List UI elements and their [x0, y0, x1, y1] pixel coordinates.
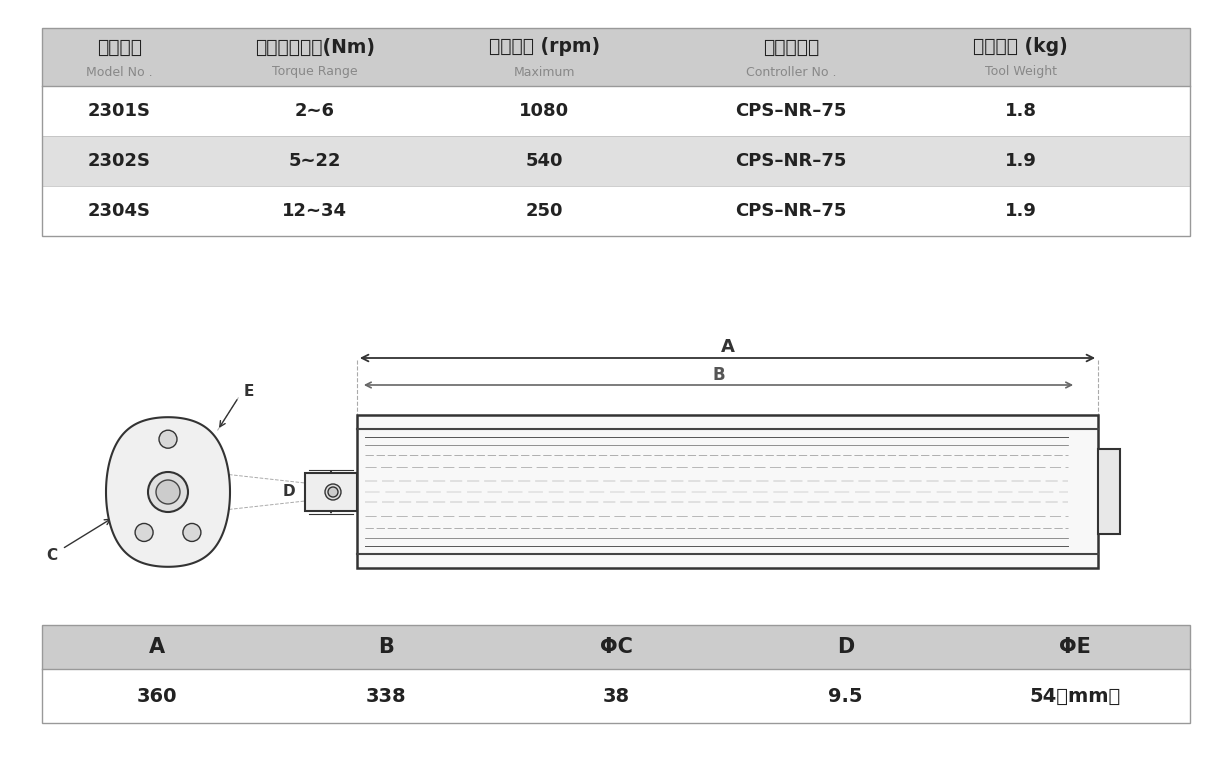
Bar [42, 186, 1190, 236]
Text: Tool Weight: Tool Weight [985, 66, 1056, 79]
Text: Maximum: Maximum [513, 66, 575, 79]
Text: 1.8: 1.8 [1004, 102, 1037, 120]
Text: 9.5: 9.5 [828, 686, 863, 705]
Text: 360: 360 [137, 686, 177, 705]
Bar [42, 625, 1190, 669]
Text: CPS–NR–75: CPS–NR–75 [735, 152, 847, 170]
Bar [357, 415, 1098, 568]
Text: 5~22: 5~22 [288, 152, 341, 170]
Circle shape [148, 472, 188, 512]
Text: 工具重量 (kg): 工具重量 (kg) [974, 37, 1069, 56]
Text: 1.9: 1.9 [1004, 152, 1037, 170]
Text: 控制器型号: 控制器型号 [763, 37, 819, 56]
Circle shape [327, 487, 339, 497]
Text: E: E [244, 384, 254, 399]
Text: A: A [720, 338, 735, 356]
Text: CPS–NR–75: CPS–NR–75 [735, 102, 847, 120]
Text: Torque Range: Torque Range [272, 66, 357, 79]
Text: ΦC: ΦC [599, 637, 633, 657]
Text: 250: 250 [526, 202, 563, 220]
Bar [42, 625, 1190, 723]
Text: 1080: 1080 [519, 102, 569, 120]
Circle shape [135, 523, 153, 541]
Text: 工具型号: 工具型号 [97, 37, 142, 56]
Bar [42, 669, 1190, 723]
Text: 2302S: 2302S [87, 152, 151, 170]
Text: 1.9: 1.9 [1004, 202, 1037, 220]
Text: 12~34: 12~34 [282, 202, 347, 220]
Bar [1098, 449, 1120, 533]
Circle shape [183, 523, 201, 541]
Text: D: D [837, 637, 854, 657]
Text: 2~6: 2~6 [294, 102, 335, 120]
Text: 38: 38 [602, 686, 629, 705]
Bar [42, 86, 1190, 136]
Text: 适应力矩范围(Nm): 适应力矩范围(Nm) [255, 37, 374, 56]
Text: 54（mm）: 54（mm） [1029, 686, 1120, 705]
Bar [42, 28, 1190, 236]
Text: 2304S: 2304S [87, 202, 151, 220]
Text: Model No .: Model No . [86, 66, 153, 79]
Text: C: C [47, 547, 58, 562]
Text: 2301S: 2301S [87, 102, 151, 120]
Text: CPS–NR–75: CPS–NR–75 [735, 202, 847, 220]
Bar [305, 473, 357, 511]
Bar [42, 28, 1190, 86]
Bar [42, 136, 1190, 186]
Circle shape [325, 484, 341, 500]
Text: 540: 540 [526, 152, 563, 170]
Circle shape [156, 480, 180, 504]
Polygon shape [106, 417, 230, 567]
Text: B: B [713, 366, 725, 384]
Text: 最大转速 (rpm): 最大转速 (rpm) [489, 37, 599, 56]
Text: ΦE: ΦE [1059, 637, 1091, 657]
Text: B: B [378, 637, 394, 657]
Circle shape [159, 430, 177, 448]
Text: Controller No .: Controller No . [746, 66, 836, 79]
Text: 338: 338 [366, 686, 406, 705]
Text: D: D [283, 484, 295, 500]
Text: A: A [149, 637, 165, 657]
